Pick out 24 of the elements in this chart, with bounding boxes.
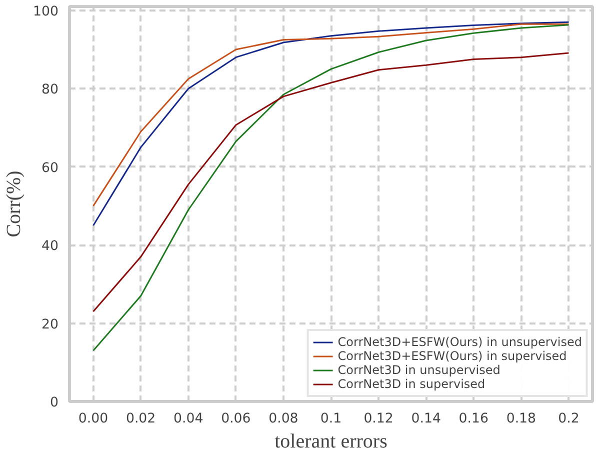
- y-axis-title: Corr(%): [3, 170, 26, 238]
- x-tick-label: 0.02: [126, 412, 156, 426]
- x-tick-label: 0.18: [506, 412, 536, 426]
- x-tick-label: 0.04: [174, 412, 204, 426]
- y-tick-label: 0: [50, 396, 59, 410]
- legend-label: CorrNet3D+ESFW(Ours) in unsupervised: [338, 335, 582, 349]
- legend-label: CorrNet3D in supervised: [338, 377, 486, 391]
- y-tick-label: 100: [33, 4, 59, 20]
- x-tick-label: 0.1: [320, 412, 342, 426]
- legend-label: CorrNet3D in unsupervised: [338, 363, 500, 377]
- x-tick-label: 0.08: [268, 412, 298, 426]
- legend-label: CorrNet3D+ESFW(Ours) in supervised: [338, 349, 567, 363]
- x-tick-label: 0.00: [78, 412, 108, 426]
- y-tick-label: 40: [42, 239, 59, 254]
- line-series: [92, 52, 570, 312]
- x-tick-label: 0.14: [411, 412, 441, 426]
- y-tick-label: 20: [42, 317, 59, 332]
- y-tick-label: 60: [42, 160, 59, 176]
- x-tick-label: 0.12: [364, 412, 394, 426]
- x-axis-title: tolerant errors: [274, 430, 388, 452]
- y-tick-label: 80: [42, 82, 59, 98]
- x-tick-label: 0.2: [558, 412, 580, 426]
- x-tick-label: 0.06: [221, 412, 251, 426]
- x-tick-label: 0.16: [458, 412, 488, 426]
